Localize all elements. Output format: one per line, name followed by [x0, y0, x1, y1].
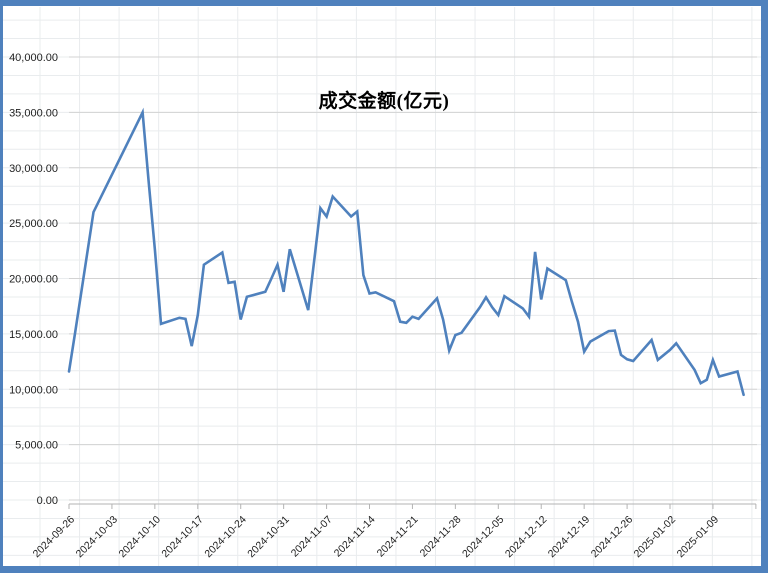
- frame-border-right: [761, 0, 768, 573]
- y-axis-tick-label: 25,000.00: [9, 218, 58, 230]
- frame-margin: [0, 573, 768, 576]
- frame-border-left: [0, 0, 3, 573]
- chart-major-gridlines: [69, 56, 757, 501]
- y-axis-tick-label: 5,000.00: [15, 440, 58, 452]
- x-axis: [68, 503, 757, 509]
- y-axis-tick-label: 0.00: [37, 495, 58, 507]
- y-axis-tick-label: 40,000.00: [9, 52, 58, 64]
- y-axis-tick-label: 10,000.00: [9, 384, 58, 396]
- y-axis-labels: 0.00 5,000.00 10,000.00 15,000.00 20,000.00 2…: [9, 52, 58, 507]
- frame-border-bottom: [0, 566, 768, 573]
- chart-title: 成交金额(亿元): [318, 91, 450, 112]
- frame-border-top: [0, 0, 768, 6]
- y-axis-tick-label: 35,000.00: [9, 107, 58, 119]
- y-axis-tick-label: 15,000.00: [9, 329, 58, 341]
- y-axis-tick-label: 30,000.00: [9, 163, 58, 175]
- series-line: [67, 107, 745, 397]
- y-axis-tick-label: 20,000.00: [9, 274, 58, 286]
